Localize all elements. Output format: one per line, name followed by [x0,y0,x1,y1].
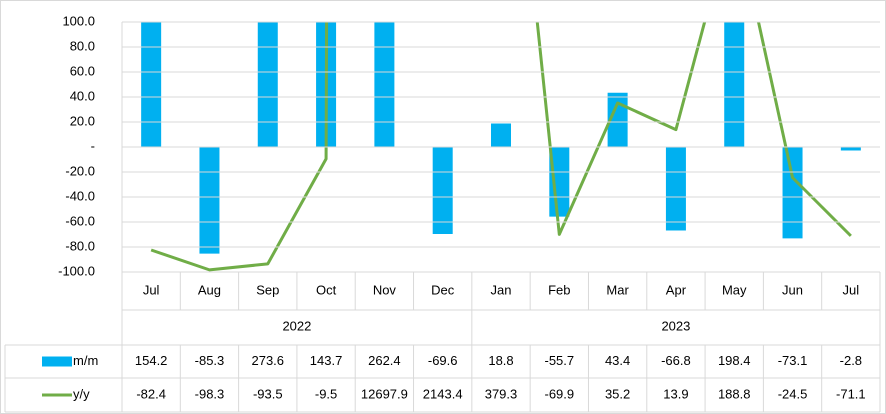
x-tick-label: Jul [143,282,160,297]
table-value: -66.8 [661,353,691,368]
x-tick-label: Apr [666,282,687,297]
table-value: -71.1 [836,386,866,401]
bar [665,147,686,231]
x-tick-label: Mar [606,282,629,297]
bar [491,123,511,147]
legend-key [42,356,72,367]
table-value: 262.4 [368,353,401,368]
bar [432,147,453,234]
bar [141,22,162,147]
table-value: 2143.4 [423,386,463,401]
x-tick-label: Sep [256,282,279,297]
table-value: -85.3 [195,353,225,368]
legend-label: y/y [73,386,90,401]
group-label: 2023 [661,318,690,333]
table-value: -82.4 [136,386,166,401]
table-value: -2.8 [840,353,862,368]
table-value: 18.8 [488,353,513,368]
group-label: 2022 [282,318,311,333]
x-tick-label: Oct [316,282,337,297]
y-tick-label: -60.0 [65,213,95,228]
x-tick-label: Jul [843,282,860,297]
table-value: -9.5 [315,386,337,401]
table-value: 273.6 [251,353,284,368]
y-tick-label: - [91,138,95,153]
x-tick-label: Nov [373,282,397,297]
table-value: -93.5 [253,386,283,401]
table-value: -24.5 [778,386,808,401]
y-tick-label: 60.0 [70,63,95,78]
table-value: 188.8 [718,386,751,401]
table-value: 35.2 [605,386,630,401]
x-tick-label: May [722,282,747,297]
table-value: -98.3 [195,386,225,401]
x-tick-label: Feb [548,282,570,297]
y-tick-label: -80.0 [65,238,95,253]
table-value: 143.7 [310,353,343,368]
y-tick-label: -40.0 [65,188,95,203]
x-tick-label: Aug [198,282,221,297]
y-tick-label: 20.0 [70,113,95,128]
x-tick-label: Dec [431,282,455,297]
bar [782,147,803,239]
y-tick-label: -20.0 [65,163,95,178]
y-tick-label: -100.0 [58,263,95,278]
bar [724,22,745,147]
table-value: 12697.9 [361,386,408,401]
table-value: -69.9 [544,386,574,401]
table-value: 379.3 [485,386,518,401]
x-tick-label: Jun [782,282,803,297]
table-value: -55.7 [544,353,574,368]
table-value: 13.9 [663,386,688,401]
line [150,22,852,272]
bar [374,22,395,147]
y-tick-label: 100.0 [62,13,95,28]
legend-label: m/m [73,353,98,368]
table-value: 198.4 [718,353,751,368]
plot-area [141,22,861,272]
x-tick-label: Jan [491,282,512,297]
y-tick-label: 80.0 [70,38,95,53]
bar [840,147,861,151]
table-value: -69.6 [428,353,458,368]
y-tick-label: 40.0 [70,88,95,103]
table-value: -73.1 [778,353,808,368]
bar [199,147,220,254]
table-value: 154.2 [135,353,168,368]
table-value: 43.4 [605,353,630,368]
bar [257,22,278,147]
